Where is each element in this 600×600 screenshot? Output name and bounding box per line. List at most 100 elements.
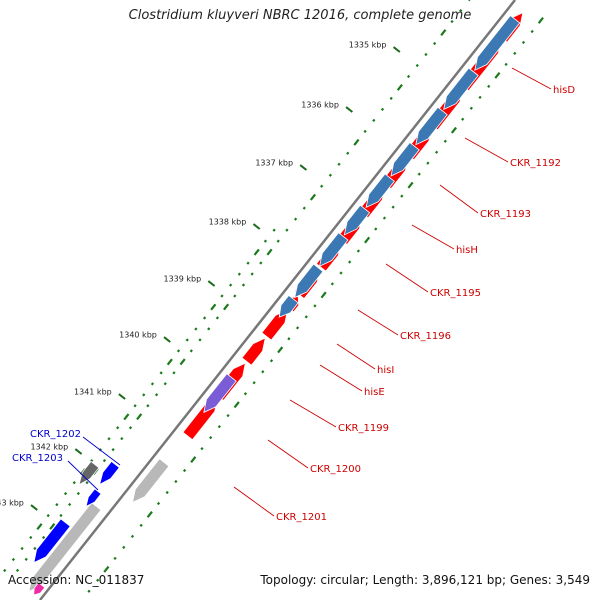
gc-dot: [200, 446, 204, 451]
gene-label: CKR_1201: [276, 512, 327, 523]
gc-dot: [263, 239, 268, 243]
gc-dot: [139, 523, 143, 528]
other-cds-arrow: [98, 460, 120, 486]
gc-dot: [96, 578, 100, 582]
label-leader-line: [67, 460, 99, 491]
topology-text: Topology: circular; Length: 3,896,121 bp…: [260, 573, 590, 587]
label-leader-line: [289, 399, 337, 428]
gc-dot: [217, 424, 221, 429]
gc-dot: [259, 261, 263, 265]
gene-label: CKR_1200: [310, 464, 361, 475]
gc-dot: [176, 349, 181, 353]
reverse-cds-arrow: [343, 204, 371, 236]
gene-label: hisI: [377, 365, 394, 376]
tick-label: 1341 kbp: [74, 388, 112, 397]
label-leader-line: [411, 224, 455, 250]
gc-dot: [364, 236, 371, 244]
gc-dot: [415, 63, 419, 68]
gc-dot: [346, 151, 350, 155]
gc-dot: [33, 546, 37, 551]
gc-dot: [223, 303, 230, 311]
gc-dot: [163, 382, 167, 386]
gc-dot: [174, 479, 178, 484]
gc-dot: [237, 272, 241, 276]
gc-dot: [226, 414, 230, 418]
gc-dot: [426, 161, 430, 165]
gc-dot: [15, 568, 20, 573]
reverse-cds-arrow: [131, 458, 170, 504]
gc-dot: [68, 502, 72, 507]
gc-dot: [229, 283, 233, 287]
gc-dot: [190, 456, 197, 463]
tick-label: 1336 kbp: [301, 101, 339, 110]
forward-cds-arrow: [241, 337, 266, 366]
gc-dot: [295, 326, 300, 330]
gc-dot: [440, 29, 447, 36]
gc-dot: [142, 393, 146, 397]
gc-dot: [76, 491, 80, 496]
reverse-cds-arrow: [390, 141, 420, 177]
gc-dot: [36, 523, 43, 530]
gc-dot: [374, 227, 378, 231]
gc-dot: [29, 535, 33, 540]
gc-dot: [150, 382, 155, 386]
gc-dot: [417, 172, 421, 176]
gc-dot: [513, 51, 517, 56]
gene-labels: hisD CKR_1192 CKR_1193 hisH CKR_1195 CKR_1196…: [12, 67, 575, 523]
accession-text: Accession: NC_011837: [8, 573, 145, 587]
gc-dot: [521, 40, 526, 45]
gc-dot: [407, 181, 414, 189]
gc-dot: [146, 511, 153, 518]
gc-dot: [302, 206, 306, 210]
reverse-cds-arrow: [415, 106, 448, 146]
gc-dot: [253, 248, 260, 256]
gc-dot: [233, 401, 240, 409]
gc-dot: [107, 437, 111, 441]
label-leader-line: [267, 439, 309, 469]
gc-dot: [396, 83, 403, 91]
gc-dot: [85, 480, 89, 485]
gc-dot: [233, 294, 237, 298]
gc-dot: [46, 513, 50, 518]
gc-dot: [130, 534, 135, 539]
backbone-line: [39, 0, 516, 600]
gc-dot: [63, 491, 68, 496]
gc-dot: [120, 437, 124, 441]
gene-label: CKR_1192: [510, 158, 561, 169]
gc-dot: [111, 448, 115, 452]
other-cds-arrow: [85, 488, 102, 508]
gc-dot: [406, 74, 411, 79]
gc-dot: [487, 84, 491, 88]
gc-dot: [469, 106, 473, 110]
gc-dot: [494, 71, 501, 79]
gc-dot: [72, 481, 76, 485]
gene-label: CKR_1203: [12, 453, 63, 464]
gc-dot: [400, 194, 404, 198]
gc-dot: [356, 249, 360, 253]
gc-dot: [122, 545, 126, 549]
gc-dot: [128, 426, 133, 430]
reverse-cds-arrow: [294, 263, 324, 299]
gc-dot: [330, 282, 334, 286]
gc-dot: [328, 173, 332, 177]
gc-dot: [246, 261, 250, 265]
reverse-cds-arrow: [319, 232, 349, 267]
feature-track: [28, 0, 524, 600]
gc-dot: [3, 568, 7, 573]
reverse-cds-arrow: [203, 373, 237, 414]
gc-dot: [304, 315, 308, 319]
gc-dot: [166, 358, 173, 366]
gene-label: hisD: [553, 85, 575, 96]
reverse-cds-arrow: [443, 67, 479, 111]
gc-dot: [285, 228, 289, 232]
gc-dot: [123, 413, 130, 421]
gc-dot: [154, 393, 159, 397]
gc-dot: [348, 260, 352, 264]
gc-dot: [41, 535, 46, 540]
gc-dot: [277, 346, 284, 354]
gc-dot: [241, 283, 246, 287]
gc-dot: [179, 358, 186, 366]
gc-dot: [433, 41, 437, 46]
gc-dot: [478, 95, 482, 99]
gc-dot: [159, 371, 163, 375]
